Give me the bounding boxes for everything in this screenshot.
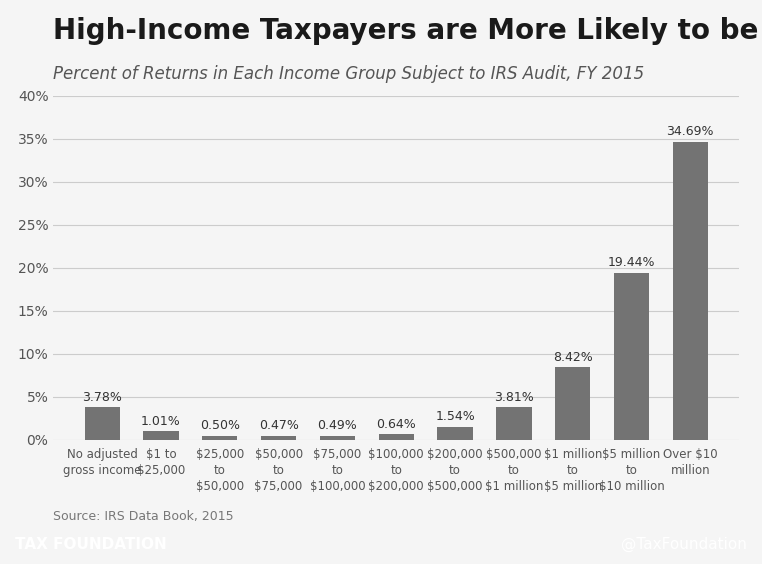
Text: 0.64%: 0.64% [376,418,416,431]
Text: 0.47%: 0.47% [258,420,299,433]
Text: 1.54%: 1.54% [435,410,475,423]
Bar [143,431,178,440]
Bar [437,427,472,440]
Text: Percent of Returns in Each Income Group Subject to IRS Audit, FY 2015: Percent of Returns in Each Income Group … [53,65,645,83]
Text: 1.01%: 1.01% [141,415,181,428]
Text: 19.44%: 19.44% [608,256,655,269]
Bar [379,434,414,440]
Text: 3.81%: 3.81% [494,391,533,404]
Text: 0.50%: 0.50% [200,419,240,432]
Bar [261,436,296,440]
Text: @TaxFoundation: @TaxFoundation [621,537,747,552]
Bar [614,273,649,440]
Bar [320,436,355,440]
Text: 34.69%: 34.69% [667,125,714,138]
Bar [85,407,120,440]
Bar [202,435,238,440]
Text: 0.49%: 0.49% [318,419,357,432]
Text: High-Income Taxpayers are More Likely to be Audited: High-Income Taxpayers are More Likely to… [53,17,762,45]
Text: TAX FOUNDATION: TAX FOUNDATION [15,537,167,552]
Text: 8.42%: 8.42% [552,351,593,364]
Bar [496,407,532,440]
Bar [673,142,708,440]
Text: Source: IRS Data Book, 2015: Source: IRS Data Book, 2015 [53,510,234,523]
Text: 3.78%: 3.78% [82,391,122,404]
Bar [555,368,591,440]
